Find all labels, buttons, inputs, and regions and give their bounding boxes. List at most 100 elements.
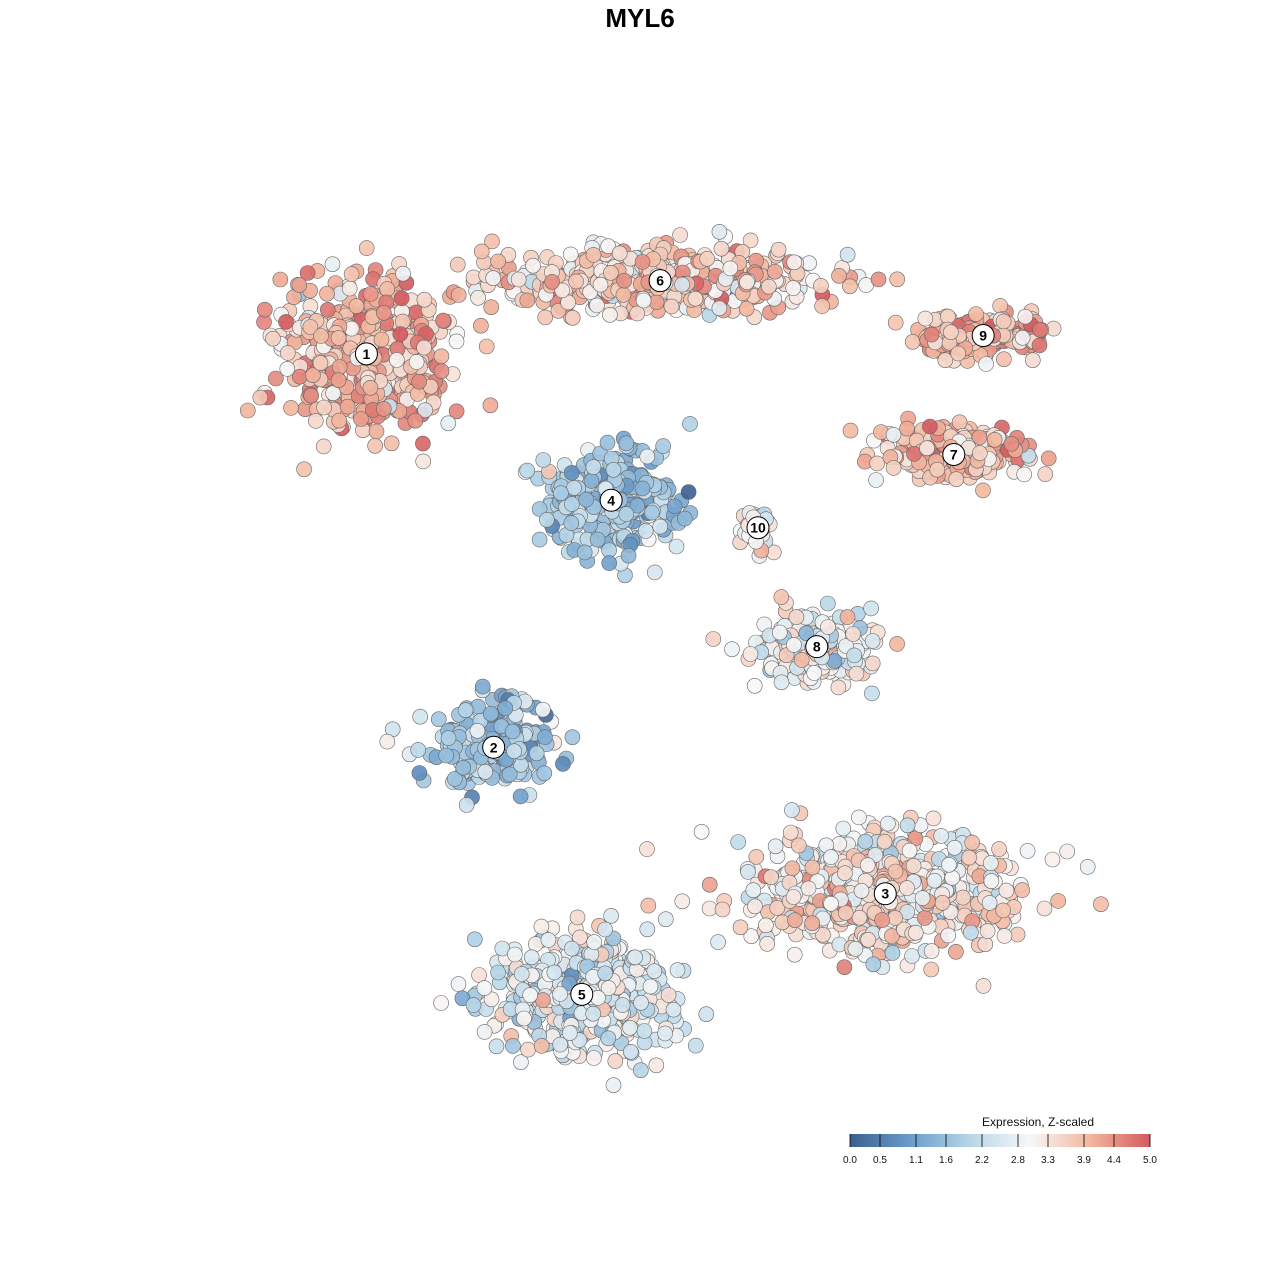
cell-point (528, 745, 545, 762)
cell-point (837, 865, 853, 882)
cell-point (923, 961, 940, 978)
cell-point (665, 1001, 682, 1018)
cell-point (905, 858, 922, 874)
cell-point (533, 918, 550, 935)
cell-point (616, 272, 633, 289)
cell-point (806, 665, 823, 681)
cluster-label-2: 2 (482, 735, 506, 759)
legend-tick-label: 2.8 (1011, 1155, 1025, 1166)
cell-point (415, 453, 432, 470)
cell-point (747, 898, 763, 915)
cluster-label-7: 7 (942, 443, 966, 466)
cell-point (864, 633, 881, 649)
cell-point (383, 435, 400, 452)
cell-point (887, 863, 904, 880)
cluster-label-text: 1 (363, 346, 371, 362)
cell-point (602, 306, 618, 323)
cell-point (627, 949, 643, 966)
cell-point (519, 462, 536, 479)
cell-point (585, 1005, 602, 1022)
cell-point (948, 943, 964, 960)
cell-point (758, 917, 774, 934)
cell-point (546, 964, 563, 981)
cell-point (562, 246, 579, 263)
cell-point (449, 256, 466, 273)
cell-point (471, 967, 487, 983)
cell-point (646, 963, 663, 980)
cell-point (465, 997, 482, 1013)
cell-point (299, 265, 316, 281)
cell-point (648, 294, 665, 310)
cell-point (566, 480, 582, 496)
cell-point (279, 361, 296, 377)
chart-title: MYL6 (605, 3, 674, 33)
cell-point (488, 1038, 505, 1055)
cell-point (868, 472, 884, 488)
cell-point (564, 309, 581, 326)
cell-point (773, 589, 790, 605)
cell-point (655, 438, 672, 454)
cell-point (339, 398, 356, 415)
cell-point (634, 254, 651, 270)
cell-point (923, 943, 940, 959)
cell-point (820, 619, 836, 635)
cell-point (1014, 882, 1031, 898)
cluster-label-6: 6 (648, 269, 672, 293)
cell-point (923, 326, 940, 343)
cell-point (904, 948, 920, 964)
cell-point (950, 345, 967, 362)
cell-point (373, 331, 390, 348)
cell-point (313, 328, 329, 344)
cell-point (995, 902, 1012, 919)
cell-point (839, 609, 856, 625)
cell-point (525, 257, 541, 274)
cell-point (668, 538, 685, 555)
cluster-label-badge (354, 342, 378, 366)
cell-point (760, 278, 777, 295)
cluster-label-4: 4 (599, 488, 623, 512)
cell-point (785, 889, 802, 905)
cell-point (348, 298, 365, 314)
cell-point (907, 924, 924, 941)
cell-point (666, 498, 683, 515)
cell-point (561, 1025, 578, 1041)
cell-point (433, 363, 450, 380)
cell-point (876, 833, 893, 850)
cell-point (252, 389, 269, 406)
cluster-label-badge (599, 488, 623, 512)
cell-point (1016, 466, 1032, 483)
cell-point (1037, 466, 1054, 482)
cell-point (611, 245, 628, 262)
cell-point (433, 995, 449, 1011)
cell-point (272, 271, 289, 288)
cell-point (934, 894, 951, 911)
cell-point (477, 763, 494, 780)
cell-point (564, 729, 581, 746)
cell-point (483, 991, 500, 1008)
cell-point (830, 679, 847, 696)
cell-point (296, 461, 312, 478)
cell-point (516, 1010, 532, 1027)
cell-point (889, 636, 905, 652)
cell-point (307, 413, 324, 429)
cell-point (674, 893, 691, 910)
cell-point (393, 290, 410, 307)
cell-point (597, 921, 613, 938)
cell-point (992, 298, 1009, 314)
cell-point (933, 828, 950, 844)
cluster-label-text: 5 (578, 986, 586, 1002)
cell-point (864, 655, 881, 672)
cell-point (786, 946, 803, 963)
cell-point (600, 238, 617, 254)
cell-point (572, 929, 588, 946)
cell-point (986, 431, 1003, 448)
cell-point (256, 301, 273, 318)
cluster-label-badge (746, 516, 770, 540)
cell-point (341, 280, 358, 297)
cell-point (786, 637, 802, 653)
cell-point (583, 473, 600, 489)
legend-title: Expression, Z-scaled (982, 1115, 1094, 1129)
cell-point (605, 1077, 622, 1093)
cell-point (943, 324, 959, 341)
cell-point (507, 946, 523, 963)
